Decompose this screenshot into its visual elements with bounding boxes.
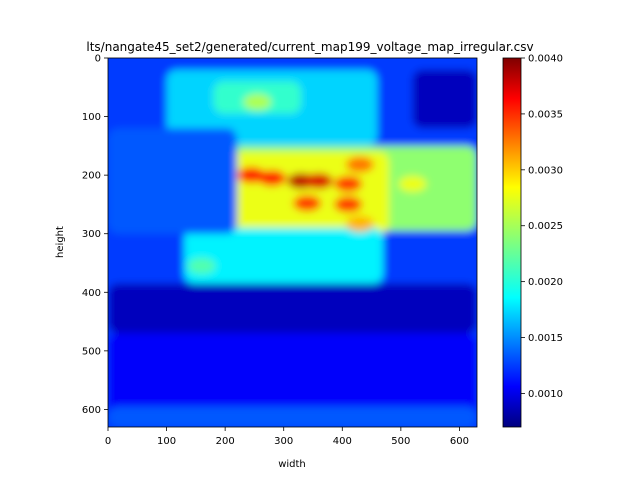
heat-region bbox=[412, 69, 477, 129]
heat-hotspot bbox=[293, 195, 322, 212]
y-tick-label: 0 bbox=[95, 54, 101, 65]
heat-layer bbox=[108, 58, 477, 427]
y-tick-label: 600 bbox=[82, 405, 101, 416]
heat-hotspot bbox=[304, 173, 333, 189]
colorbar-tick-label: 0.0035 bbox=[528, 109, 563, 120]
heat-hotspot bbox=[345, 215, 374, 232]
chart-title: lts/nangate45_set2/generated/current_map… bbox=[86, 40, 533, 54]
y-tick-label: 200 bbox=[82, 171, 101, 182]
x-axis-label: width bbox=[278, 459, 306, 470]
y-axis-label: height bbox=[55, 226, 66, 258]
heat-hotspot bbox=[345, 156, 374, 173]
colorbar-tick-label: 0.0030 bbox=[528, 165, 563, 176]
plot-frame bbox=[107, 57, 478, 428]
heat-hotspot bbox=[187, 257, 216, 274]
x-tick-label: 200 bbox=[216, 436, 235, 447]
heat-region bbox=[184, 227, 384, 284]
heat-region bbox=[108, 333, 477, 427]
x-tick-label: 300 bbox=[274, 436, 293, 447]
x-tick-label: 100 bbox=[157, 436, 176, 447]
heat-hotspot bbox=[258, 170, 286, 187]
y-tick-label: 500 bbox=[82, 346, 101, 357]
heat-hotspot bbox=[334, 196, 363, 213]
x-axis: 0 100 200 300 400 500 600 bbox=[105, 427, 469, 447]
y-axis: 0 100 200 300 400 500 600 bbox=[82, 54, 108, 416]
x-tick-label: 0 bbox=[105, 436, 111, 447]
x-tick-label: 400 bbox=[333, 436, 352, 447]
colorbar-tick-label: 0.0025 bbox=[528, 221, 563, 232]
heat-region bbox=[108, 128, 237, 234]
heat-hotspot bbox=[398, 175, 427, 192]
colorbar-tick-label: 0.0015 bbox=[528, 333, 563, 344]
x-tick-label: 500 bbox=[391, 436, 410, 447]
colorbar-tick-label: 0.0040 bbox=[528, 54, 563, 65]
x-tick-label: 600 bbox=[450, 436, 469, 447]
plot-area bbox=[108, 58, 477, 427]
colorbar-axis: 0.0010 0.0015 0.0020 0.0025 0.0030 0.0035 0.00… bbox=[521, 54, 563, 400]
y-tick-label: 300 bbox=[82, 229, 101, 240]
colorbar-tick-label: 0.0020 bbox=[528, 277, 563, 288]
heat-region bbox=[108, 283, 477, 334]
colorbar-tick-label: 0.0010 bbox=[528, 389, 563, 400]
heat-region bbox=[108, 406, 477, 427]
heat-hotspot bbox=[334, 175, 363, 192]
y-tick-label: 100 bbox=[82, 112, 101, 123]
heat-hotspot bbox=[243, 93, 272, 110]
colorbar bbox=[502, 57, 522, 428]
y-tick-label: 400 bbox=[82, 288, 101, 299]
